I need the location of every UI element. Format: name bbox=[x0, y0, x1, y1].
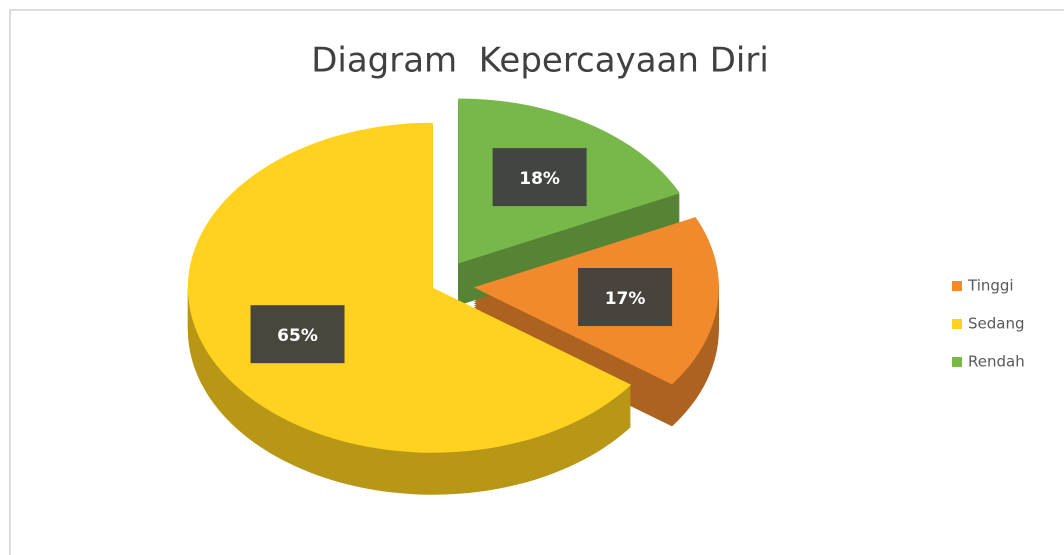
data-label: 17% bbox=[605, 289, 646, 309]
legend-label: Rendah bbox=[968, 353, 1025, 371]
chart-title: Diagram Kepercayaan Diri bbox=[311, 41, 769, 81]
legend: Tinggi Sedang Rendah bbox=[952, 277, 1025, 371]
data-label: 18% bbox=[519, 169, 560, 189]
label-box bbox=[250, 305, 345, 364]
label-box bbox=[492, 148, 587, 207]
legend-label: Tinggi bbox=[967, 277, 1014, 295]
legend-swatch bbox=[952, 281, 962, 291]
legend-swatch bbox=[952, 319, 962, 329]
legend-label: Sedang bbox=[968, 315, 1025, 333]
slice bbox=[187, 122, 632, 453]
data-label: 65% bbox=[277, 326, 318, 346]
label-box bbox=[578, 268, 673, 327]
legend-swatch bbox=[952, 357, 962, 367]
data-labels: 17% 65% 18% bbox=[250, 148, 673, 364]
